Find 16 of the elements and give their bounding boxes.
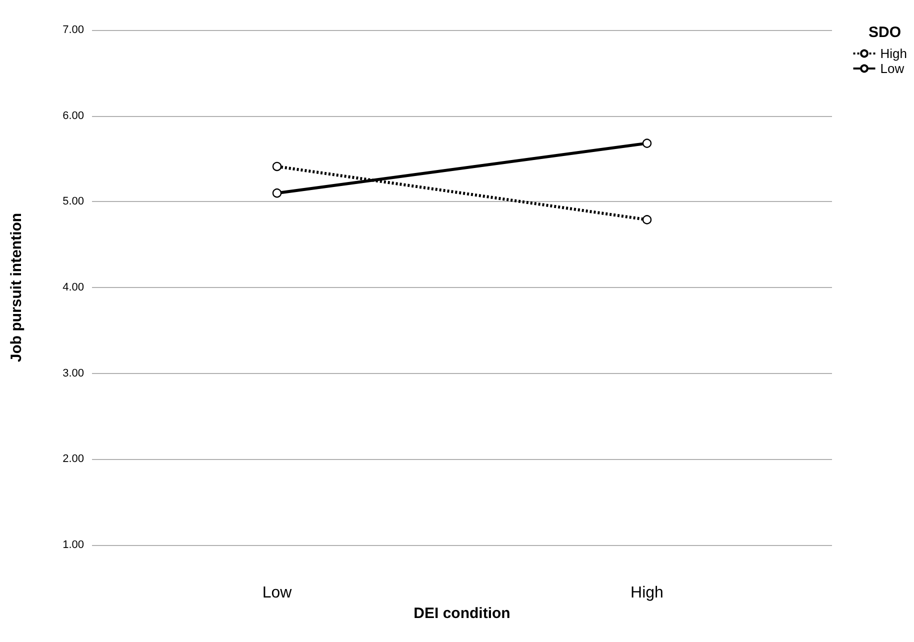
point [642,215,652,224]
legend-label: High [880,46,908,61]
y-tick-label: 5.00 [62,196,84,208]
point [642,138,652,148]
y-tick-label: 7.00 [62,24,84,36]
y-tick-label: 1.00 [62,539,84,551]
y-tick-label: 2.00 [62,453,84,466]
point [272,162,282,172]
legend-title: SDO [868,24,902,41]
y-axis-title: Job pursuit intention [8,212,25,362]
y-tick-label: 4.00 [62,282,84,294]
legend-label: Low [880,61,905,76]
x-axis-title: DEI condition [414,604,510,622]
y-tick-label: 6.00 [62,110,84,122]
point [272,188,282,198]
y-tick-label: 3.00 [62,367,84,380]
